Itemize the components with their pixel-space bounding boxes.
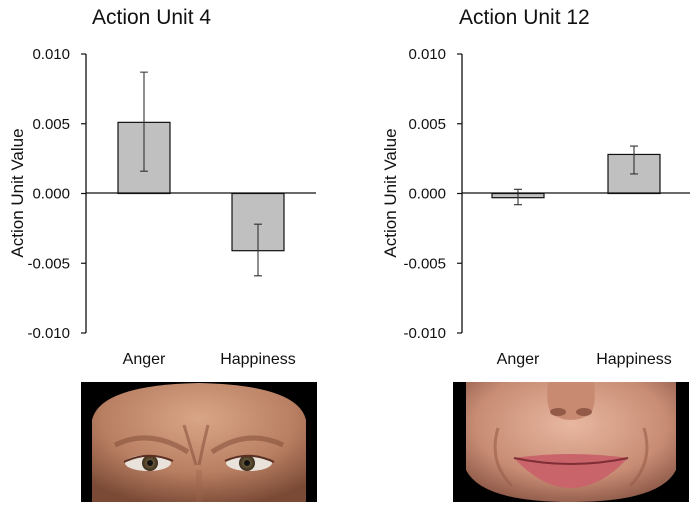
y-tick-label: -0.005 bbox=[403, 255, 446, 272]
y-tick-label: 0.010 bbox=[408, 46, 446, 63]
category-labels: Anger Happiness bbox=[123, 351, 296, 368]
chart-title: Action Unit 4 bbox=[92, 6, 211, 29]
category-label: Happiness bbox=[596, 351, 672, 368]
error-bar-anger bbox=[140, 71, 148, 172]
error-bar-anger bbox=[514, 188, 522, 206]
y-tick-label: 0.005 bbox=[408, 116, 446, 133]
bars bbox=[117, 71, 285, 277]
category-label: Anger bbox=[497, 351, 540, 368]
category-label: Anger bbox=[123, 351, 166, 368]
error-bar-happiness bbox=[630, 145, 638, 175]
y-tick-label: 0.000 bbox=[32, 186, 70, 203]
y-tick-label: 0.005 bbox=[32, 116, 70, 133]
y-axis-label: Action Unit Value bbox=[8, 128, 27, 257]
y-tick-labels: 0.010 0.005 0.000 -0.005 -0.010 bbox=[403, 46, 462, 342]
category-labels: Anger Happiness bbox=[497, 351, 672, 368]
y-tick-label: -0.005 bbox=[27, 255, 70, 272]
face-image-smile bbox=[453, 382, 689, 502]
chart-panel-au12: Action Unit 12 Action Unit Value 0.0100.… bbox=[381, 6, 690, 368]
bars bbox=[491, 145, 661, 206]
y-tick-label: 0.010 bbox=[32, 46, 70, 63]
y-tick-labels: 0.010 0.005 0.000 -0.005 -0.010 bbox=[27, 46, 86, 342]
face-image-brow-lowerer bbox=[81, 382, 317, 502]
chart-title: Action Unit 12 bbox=[459, 6, 590, 29]
y-tick-label: -0.010 bbox=[27, 325, 70, 342]
y-axis-label: Action Unit Value bbox=[381, 128, 400, 257]
y-tick-label: 0.000 bbox=[408, 186, 446, 203]
category-label: Happiness bbox=[220, 351, 296, 368]
chart-panel-au4: Action Unit 4 Action Unit Value 0.0100.0… bbox=[8, 6, 316, 368]
error-bar-happiness bbox=[254, 223, 262, 277]
y-tick-label: -0.010 bbox=[403, 325, 446, 342]
